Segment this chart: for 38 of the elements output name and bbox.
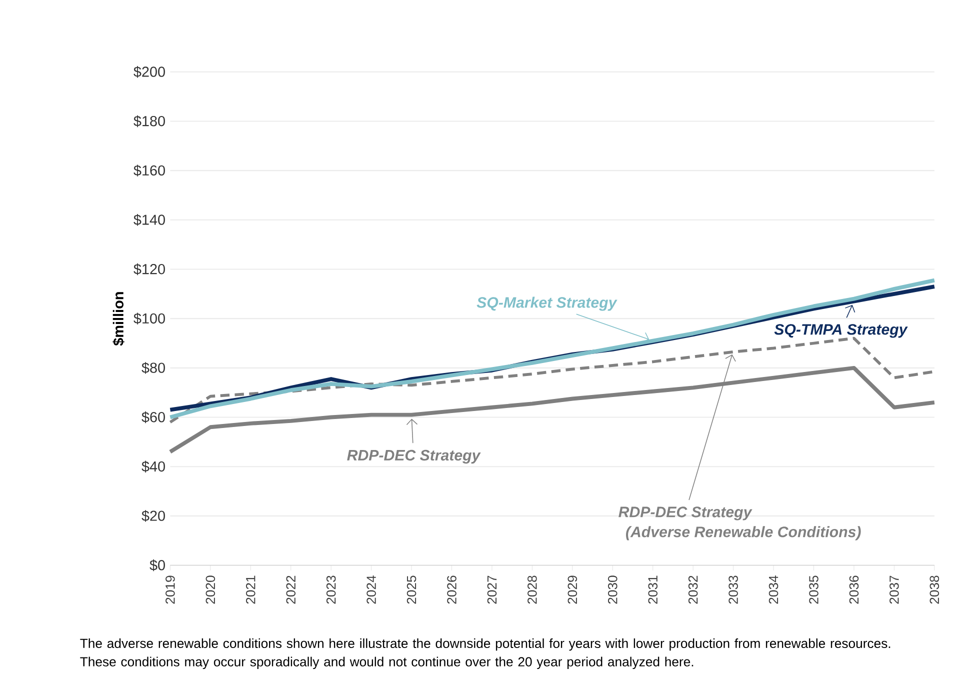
x-tick-label: 2022 [286,576,296,604]
x-tick-label: 2034 [768,575,778,604]
x-tick-label: 2038 [930,576,940,604]
y-tick-label: $60 [142,411,165,423]
annotation: (Adverse Renewable Conditions) [626,526,861,540]
x-tick-label: 2025 [406,576,416,604]
x-tick-label: 2032 [688,576,698,604]
y-tick-label: $140 [134,214,165,226]
y-tick-label: $40 [142,460,165,472]
y-tick-label: $80 [142,362,165,374]
y-tick-label: $0 [150,559,165,571]
annotation: SQ-Market Strategy [476,296,618,311]
x-tick-label: 2037 [890,576,899,604]
x-tick-label: 2023 [326,576,336,604]
annotation: SQ-TMPA Strategy [774,324,908,338]
y-tick-label: $180 [134,115,165,127]
x-tick-label: 2033 [728,576,738,604]
annotation: RDP-DEC Strategy [618,506,752,520]
y-tick-label: $200 [134,66,165,78]
x-tick-label: 2020 [206,576,216,604]
x-tick-label: 2035 [809,576,818,604]
x-tick-label: 2031 [648,576,658,604]
x-tick-label: 2021 [246,576,256,604]
x-tick-label: 2019 [166,576,175,604]
y-tick-label: $160 [134,164,165,176]
x-tick-label: 2029 [568,576,578,604]
y-tick-label: $100 [134,312,165,324]
annotation: RDP-DEC Strategy [347,450,481,464]
y-tick-label: $20 [142,510,165,522]
text: The adverse renewable conditions shown here illustrate the downside potential for years with lower production from renewable resources. These conditions may occur sporadically and would not continue over the 20 year period analyzed here. [80,638,890,669]
x-tick-label: 2027 [487,576,497,604]
x-tick-label: 2026 [447,576,456,604]
x-tick-label: 2028 [528,576,537,604]
y-axis-title: $million [112,292,124,346]
x-tick-label: 2036 [849,576,859,604]
x-tick-label: 2030 [608,576,618,604]
x-tick-label: 2024 [366,575,376,604]
y-tick-label: $120 [134,263,165,275]
